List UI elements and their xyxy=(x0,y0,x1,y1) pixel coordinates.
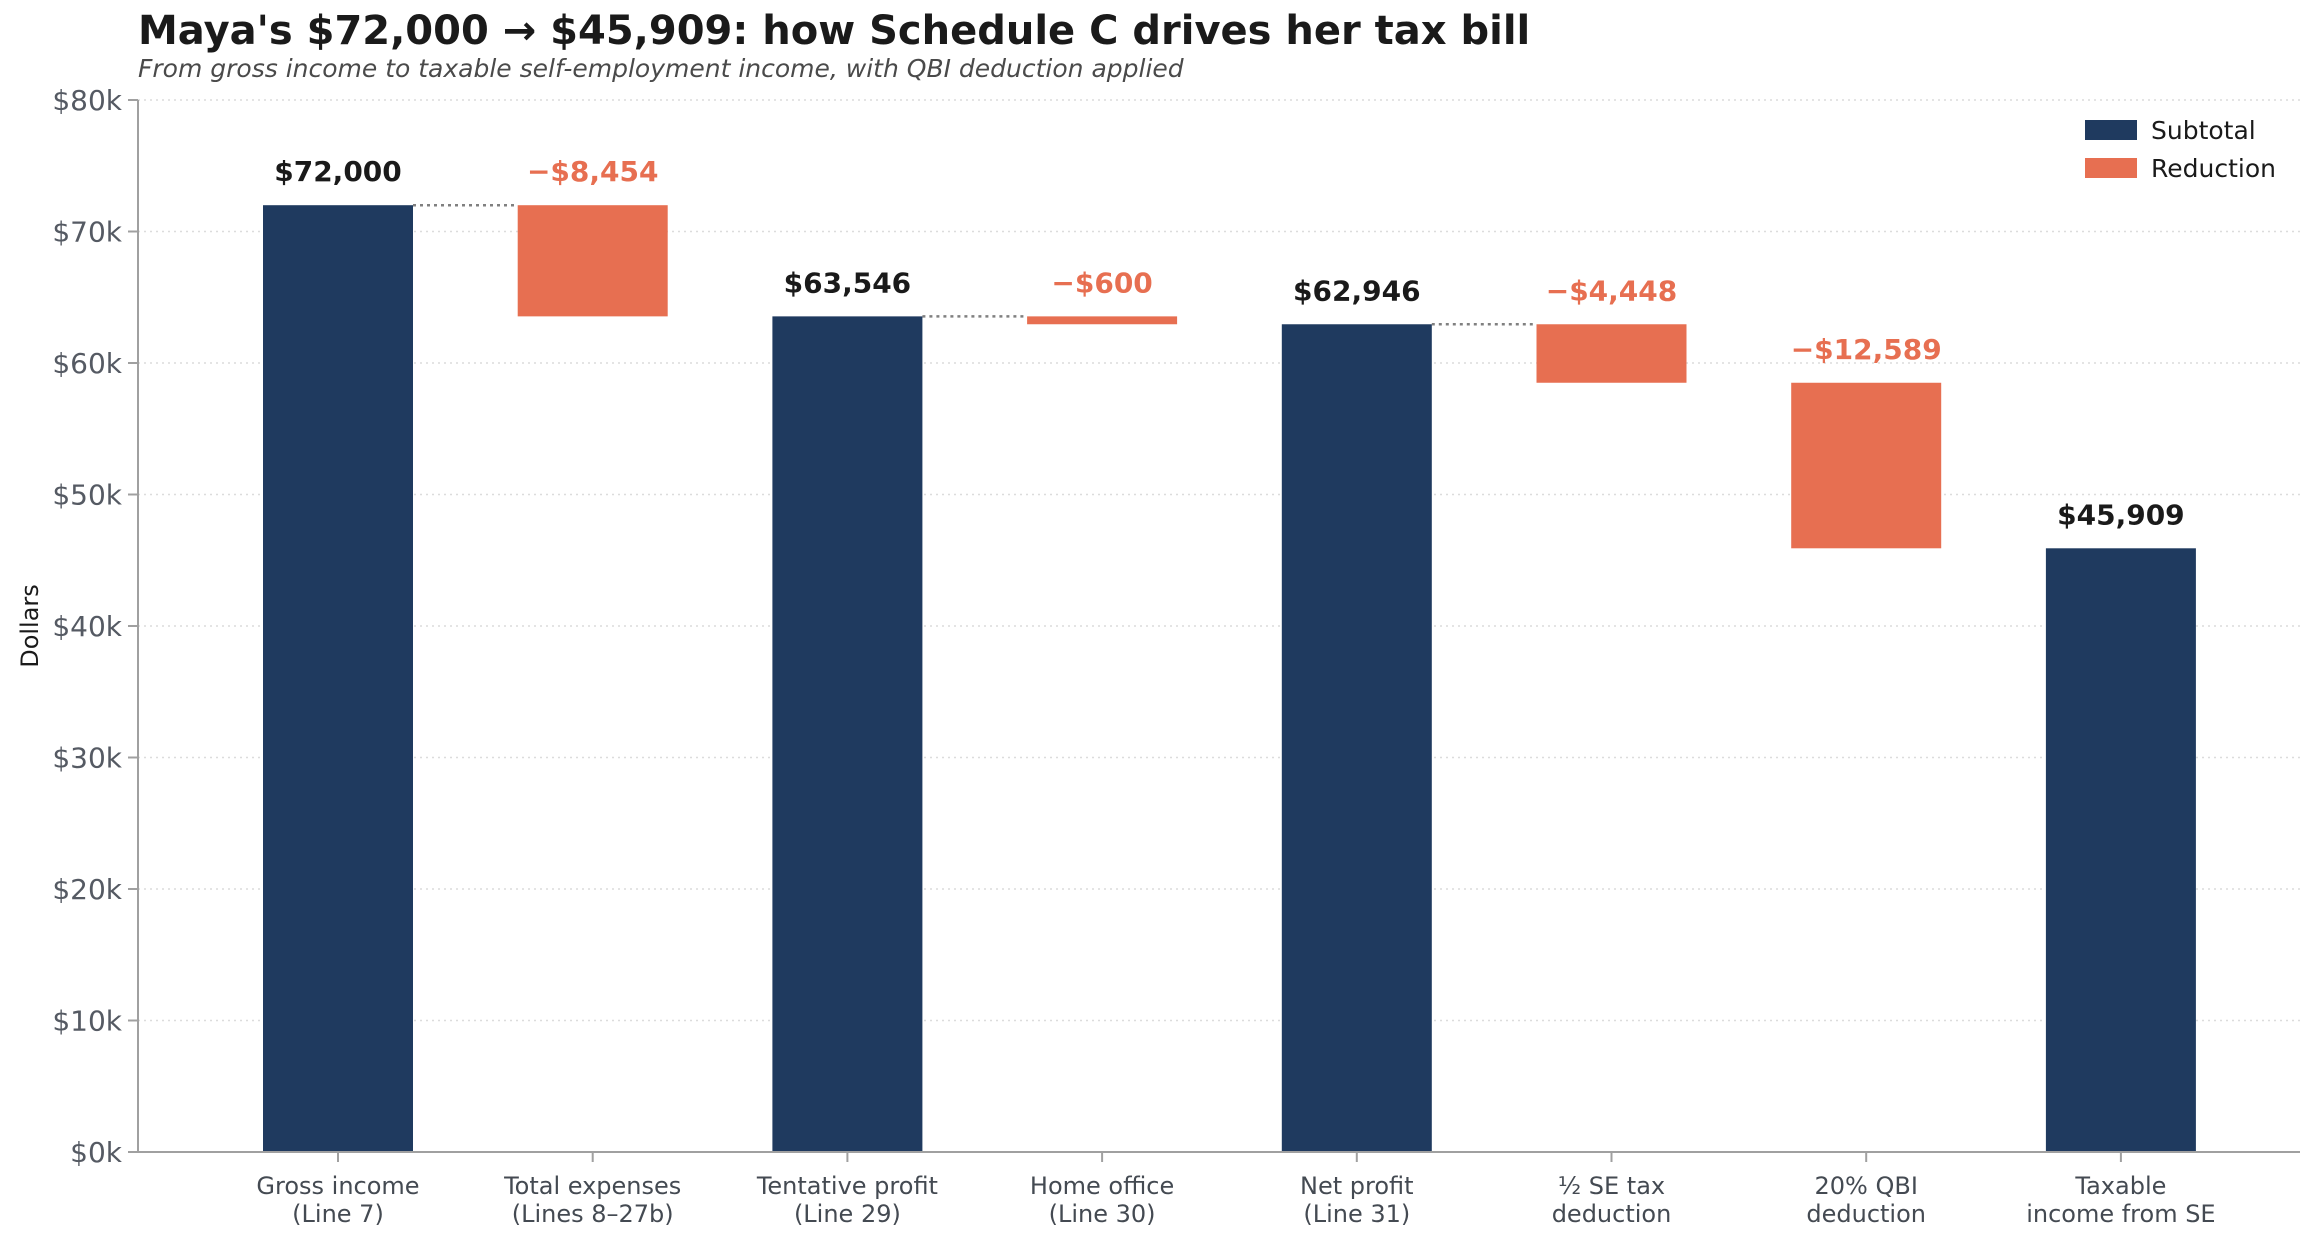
reduction-bar xyxy=(1027,316,1178,325)
x-category-label: Taxable income from SE xyxy=(2026,1172,2215,1228)
chart-subtitle: From gross income to taxable self-employ… xyxy=(138,54,1184,83)
subtotal-bar xyxy=(772,316,923,1152)
x-category-label: 20% QBI deduction xyxy=(1806,1172,1926,1228)
y-tick-label: $70k xyxy=(52,216,122,249)
bar-value-label: −$12,589 xyxy=(1791,333,1942,366)
bar-value-label: $62,946 xyxy=(1293,274,1421,307)
x-category-label: Gross income (Line 7) xyxy=(256,1172,419,1228)
bars xyxy=(263,205,2196,1152)
legend-label-subtotal: Subtotal xyxy=(2151,116,2256,145)
bar-value-label: $63,546 xyxy=(784,266,912,299)
legend-swatch-reduction xyxy=(2085,158,2137,178)
x-category-label: Net profit (Line 31) xyxy=(1300,1172,1414,1228)
subtotal-bar xyxy=(2045,548,2196,1152)
reduction-bar xyxy=(1536,324,1687,383)
y-tick-label: $40k xyxy=(52,610,122,643)
y-tick-label: $0k xyxy=(70,1136,123,1169)
subtotal-bar xyxy=(263,205,413,1152)
reduction-bar xyxy=(1791,382,1942,549)
y-tick-label: $60k xyxy=(52,347,122,380)
x-category-label: ½ SE tax deduction xyxy=(1552,1172,1672,1228)
bar-value-label: $45,909 xyxy=(2057,498,2185,531)
y-tick-label: $30k xyxy=(52,742,122,775)
legend-swatch-subtotal xyxy=(2085,120,2137,140)
x-category-label: Home office (Line 30) xyxy=(1030,1172,1174,1228)
subtotal-bar xyxy=(1281,324,1432,1152)
reduction-bar xyxy=(517,205,668,317)
y-axis-label: Dollars xyxy=(16,584,44,668)
y-tick-label: $20k xyxy=(52,873,122,906)
y-tick-label: $50k xyxy=(52,479,122,512)
bar-value-label: −$4,448 xyxy=(1546,274,1678,307)
axes: $0k $10k $20k $30k $40k $50k $60k $70k $80k Dolla… xyxy=(16,84,2300,1228)
gridlines xyxy=(138,99,2300,1022)
value-labels: $72,000 −$8,454 $63,546 −$600 $62,946 −$4,448… xyxy=(274,155,2184,531)
bar-value-label: $72,000 xyxy=(274,155,402,188)
chart-title: Maya's $72,000 → $45,909: how Schedule C… xyxy=(138,8,1531,54)
y-tick-label: $10k xyxy=(52,1005,122,1038)
x-category-label: Tentative profit (Line 29) xyxy=(756,1172,938,1228)
legend: Subtotal Reduction xyxy=(2085,116,2276,183)
y-tick-label: $80k xyxy=(52,84,122,117)
bar-value-label: −$8,454 xyxy=(527,155,659,188)
bar-value-label: −$600 xyxy=(1051,266,1152,299)
x-category-label: Total expenses (Lines 8–27b) xyxy=(503,1172,681,1228)
legend-label-reduction: Reduction xyxy=(2151,154,2276,183)
